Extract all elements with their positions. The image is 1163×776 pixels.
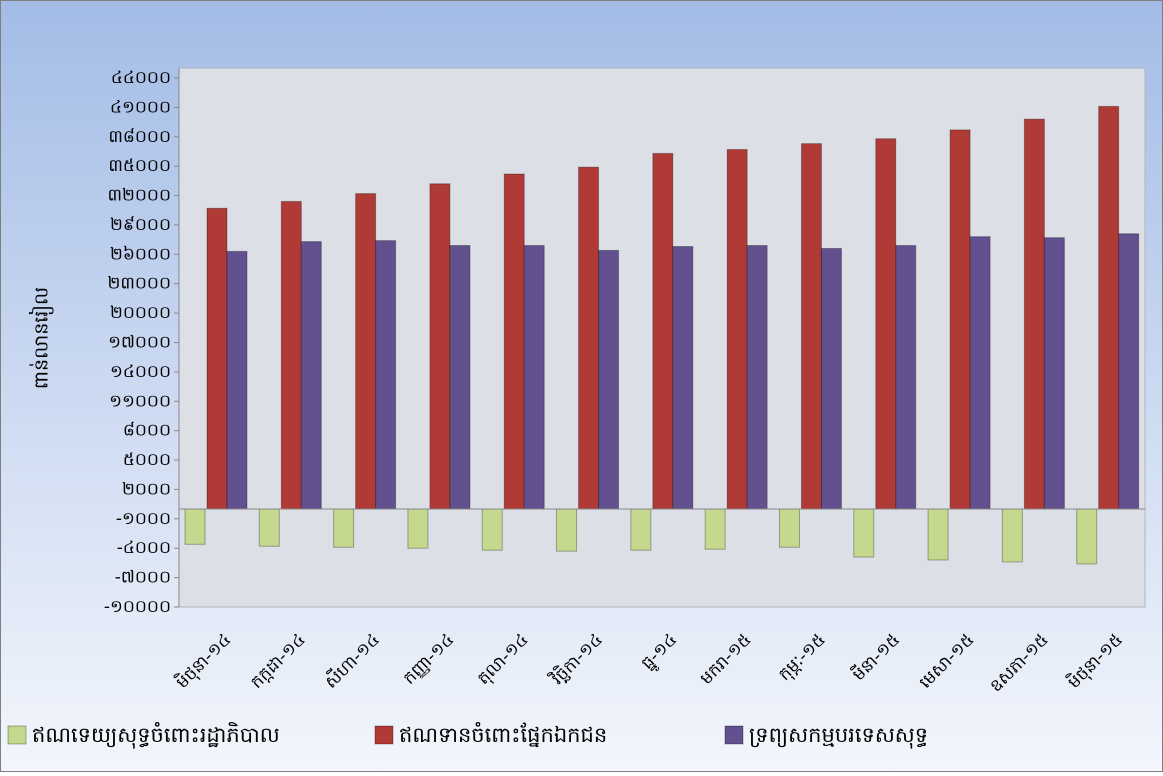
- bar: [778, 508, 800, 548]
- bar: [746, 245, 768, 510]
- y-tick-label: ១១០០០: [109, 391, 171, 411]
- y-tick-label: ៤៤០០០: [111, 68, 171, 88]
- bar: [184, 508, 206, 545]
- bar: [853, 508, 875, 558]
- legend-label: ឥណទានចំពោះផ្នែកឯកជន: [399, 722, 607, 748]
- bar: [300, 241, 322, 510]
- bar: [800, 143, 822, 510]
- bar: [949, 129, 971, 510]
- y-tick-label: ២៩០០០: [110, 215, 171, 235]
- bar: [206, 207, 228, 510]
- bar: [672, 245, 694, 510]
- y-tick-label: -១០០០០: [104, 597, 171, 617]
- bar: [652, 152, 674, 510]
- y-axis-label: ពាន់លានរៀល: [29, 287, 55, 389]
- bar: [503, 173, 525, 510]
- y-tick-label: ១៤០០០: [110, 362, 171, 382]
- bar: [355, 193, 377, 510]
- bar: [875, 138, 897, 510]
- bar: [407, 508, 429, 549]
- y-tick-label: ២០០០: [122, 479, 171, 499]
- bar: [481, 508, 503, 551]
- legend-label: ទ្រព្យសកម្មបរទេសសុទ្ធ: [749, 723, 928, 749]
- bar: [333, 508, 355, 548]
- y-tick-label: ៤១០០០: [110, 97, 171, 117]
- y-tick-label: ២០០០០: [110, 303, 171, 323]
- y-tick-label: ៣៥០០០: [108, 156, 171, 176]
- bar: [429, 183, 451, 510]
- bar: [523, 245, 545, 510]
- y-tick-label: ១៧០០០: [108, 333, 171, 353]
- bar: [1076, 508, 1098, 565]
- bar: [726, 149, 748, 510]
- y-tick-label: ៣៨០០០: [108, 127, 171, 147]
- legend-swatch: [724, 725, 744, 745]
- bar: [280, 200, 302, 510]
- y-tick-label: -១០០០: [116, 509, 171, 529]
- bar: [556, 508, 578, 552]
- bar: [820, 247, 842, 510]
- y-tick-label: ២៦០០០: [110, 244, 171, 264]
- y-tick-label: ២៣០០០: [107, 274, 171, 294]
- bar: [1023, 118, 1045, 510]
- bar: [578, 166, 600, 510]
- bar: [969, 236, 991, 510]
- bar: [1098, 105, 1120, 510]
- bar: [258, 508, 280, 547]
- bar: [375, 240, 397, 510]
- bar: [226, 250, 248, 510]
- bar: [1118, 233, 1140, 510]
- y-tick-label: ៥០០០: [123, 450, 171, 470]
- legend-swatch: [7, 725, 27, 745]
- bar: [1001, 508, 1023, 563]
- legend-label: ឥណទេយ្យសុទ្ធចំពោះរដ្ឋាភិបាល: [32, 722, 280, 749]
- y-tick-label: -៧០០០: [115, 568, 171, 588]
- bar: [449, 245, 471, 510]
- legend-swatch: [374, 725, 394, 745]
- y-tick-label: -៤០០០: [117, 538, 171, 558]
- bar: [630, 508, 652, 551]
- y-tick-label: ៨០០០: [123, 421, 171, 441]
- bar: [927, 508, 949, 561]
- y-tick-label: ៣២០០០: [107, 186, 171, 206]
- bar: [704, 508, 726, 550]
- bar: [1043, 237, 1065, 510]
- bar: [598, 249, 620, 510]
- bar: [895, 245, 917, 510]
